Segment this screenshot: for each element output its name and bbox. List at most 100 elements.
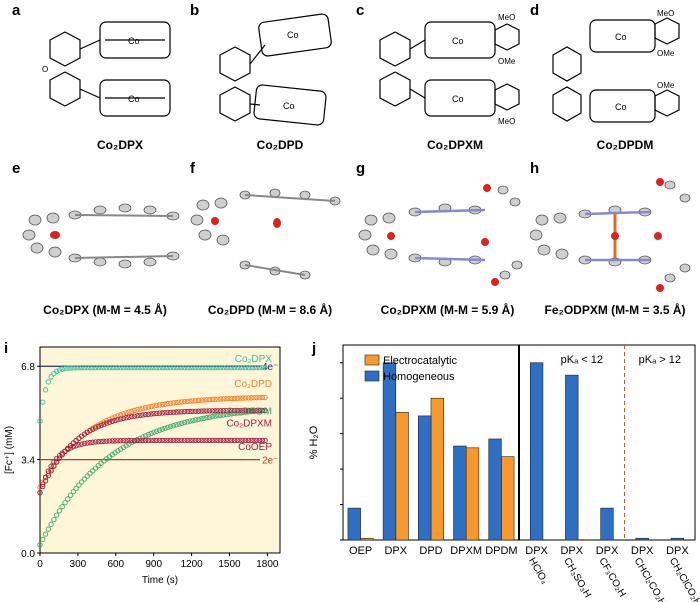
x-tick-label: 1800 <box>256 559 279 570</box>
data-point <box>154 364 160 371</box>
data-point <box>226 364 232 371</box>
data-point <box>134 364 140 371</box>
data-point <box>145 437 152 444</box>
data-point <box>231 364 238 371</box>
svg-text:Co: Co <box>452 94 464 104</box>
data-point <box>195 416 202 422</box>
data-point <box>65 496 71 502</box>
data-point <box>192 437 199 444</box>
data-point <box>215 437 221 444</box>
data-point <box>215 396 221 402</box>
data-point <box>242 407 249 414</box>
data-point <box>206 437 213 444</box>
data-point <box>198 397 204 403</box>
x-tick-label: DPD <box>419 545 442 557</box>
data-point <box>254 364 260 371</box>
data-point <box>195 397 202 404</box>
data-point <box>240 364 246 371</box>
data-point <box>84 364 90 371</box>
data-point <box>51 459 57 465</box>
x-tick-label: 600 <box>107 559 124 570</box>
data-point <box>162 437 168 444</box>
data-point <box>179 409 185 415</box>
data-point <box>256 407 263 414</box>
data-point <box>245 364 252 371</box>
data-point <box>159 437 165 444</box>
data-point <box>151 411 157 417</box>
data-point <box>59 504 65 510</box>
data-point <box>184 408 190 415</box>
data-point <box>156 364 163 371</box>
bar <box>600 507 614 541</box>
data-point <box>123 443 129 449</box>
data-point <box>145 431 152 438</box>
data-point <box>54 455 60 462</box>
crystal-fe2odpxm <box>530 178 691 292</box>
data-point <box>226 411 232 417</box>
x-tick-sublabel: HClO₄ <box>526 556 550 586</box>
data-point <box>151 429 157 435</box>
data-point <box>254 437 260 444</box>
data-point <box>79 441 85 447</box>
data-point <box>56 367 63 373</box>
data-point <box>176 437 182 444</box>
data-point <box>259 394 265 401</box>
data-point <box>37 418 43 424</box>
data-point <box>198 408 204 414</box>
data-point <box>142 364 149 371</box>
series-label: Co₂DPDM <box>226 406 272 417</box>
data-point <box>204 415 210 421</box>
data-point <box>245 395 252 401</box>
y-axis-label: % H₂O <box>308 425 320 459</box>
data-point <box>81 364 88 371</box>
data-point <box>217 408 224 414</box>
data-point <box>226 395 232 402</box>
data-point <box>248 395 254 401</box>
y-tick-label: 3.4 <box>21 456 35 467</box>
data-point <box>140 405 146 411</box>
data-point <box>140 434 146 440</box>
data-point <box>37 542 43 548</box>
data-point <box>201 408 207 414</box>
data-point <box>212 437 218 444</box>
data-point <box>251 407 257 414</box>
data-point <box>204 364 210 371</box>
data-point <box>84 429 90 436</box>
data-point <box>181 419 188 426</box>
data-point <box>192 408 199 414</box>
data-point <box>192 417 199 423</box>
data-point <box>145 364 152 371</box>
data-point <box>87 439 93 446</box>
y-tick-label: 6.8 <box>21 362 35 373</box>
legend: Electrocatalytic Homogeneous <box>364 354 457 383</box>
data-point <box>115 417 121 423</box>
data-point <box>106 364 113 371</box>
bar <box>418 415 432 541</box>
data-point <box>173 409 179 415</box>
legend-swatch <box>364 370 380 382</box>
data-point <box>154 410 160 417</box>
data-point <box>229 395 235 402</box>
data-point <box>245 407 252 414</box>
x-tick-label: 300 <box>70 559 87 570</box>
data-point <box>56 455 63 461</box>
data-point <box>167 437 174 444</box>
data-point <box>137 437 143 444</box>
data-point <box>173 422 179 428</box>
data-point <box>37 484 43 490</box>
data-point <box>73 365 79 371</box>
data-point <box>151 364 157 371</box>
data-point <box>229 437 235 444</box>
x-axis-label: Time (s) <box>142 575 178 586</box>
data-point <box>129 364 135 371</box>
data-point <box>87 364 93 371</box>
panel-letter-j: j <box>312 340 317 357</box>
data-point <box>237 437 243 444</box>
data-point <box>112 364 118 371</box>
data-point <box>95 439 102 445</box>
data-point <box>206 364 213 371</box>
bar <box>395 412 409 541</box>
data-point <box>131 437 138 444</box>
data-point <box>212 413 218 419</box>
data-point <box>165 409 171 416</box>
